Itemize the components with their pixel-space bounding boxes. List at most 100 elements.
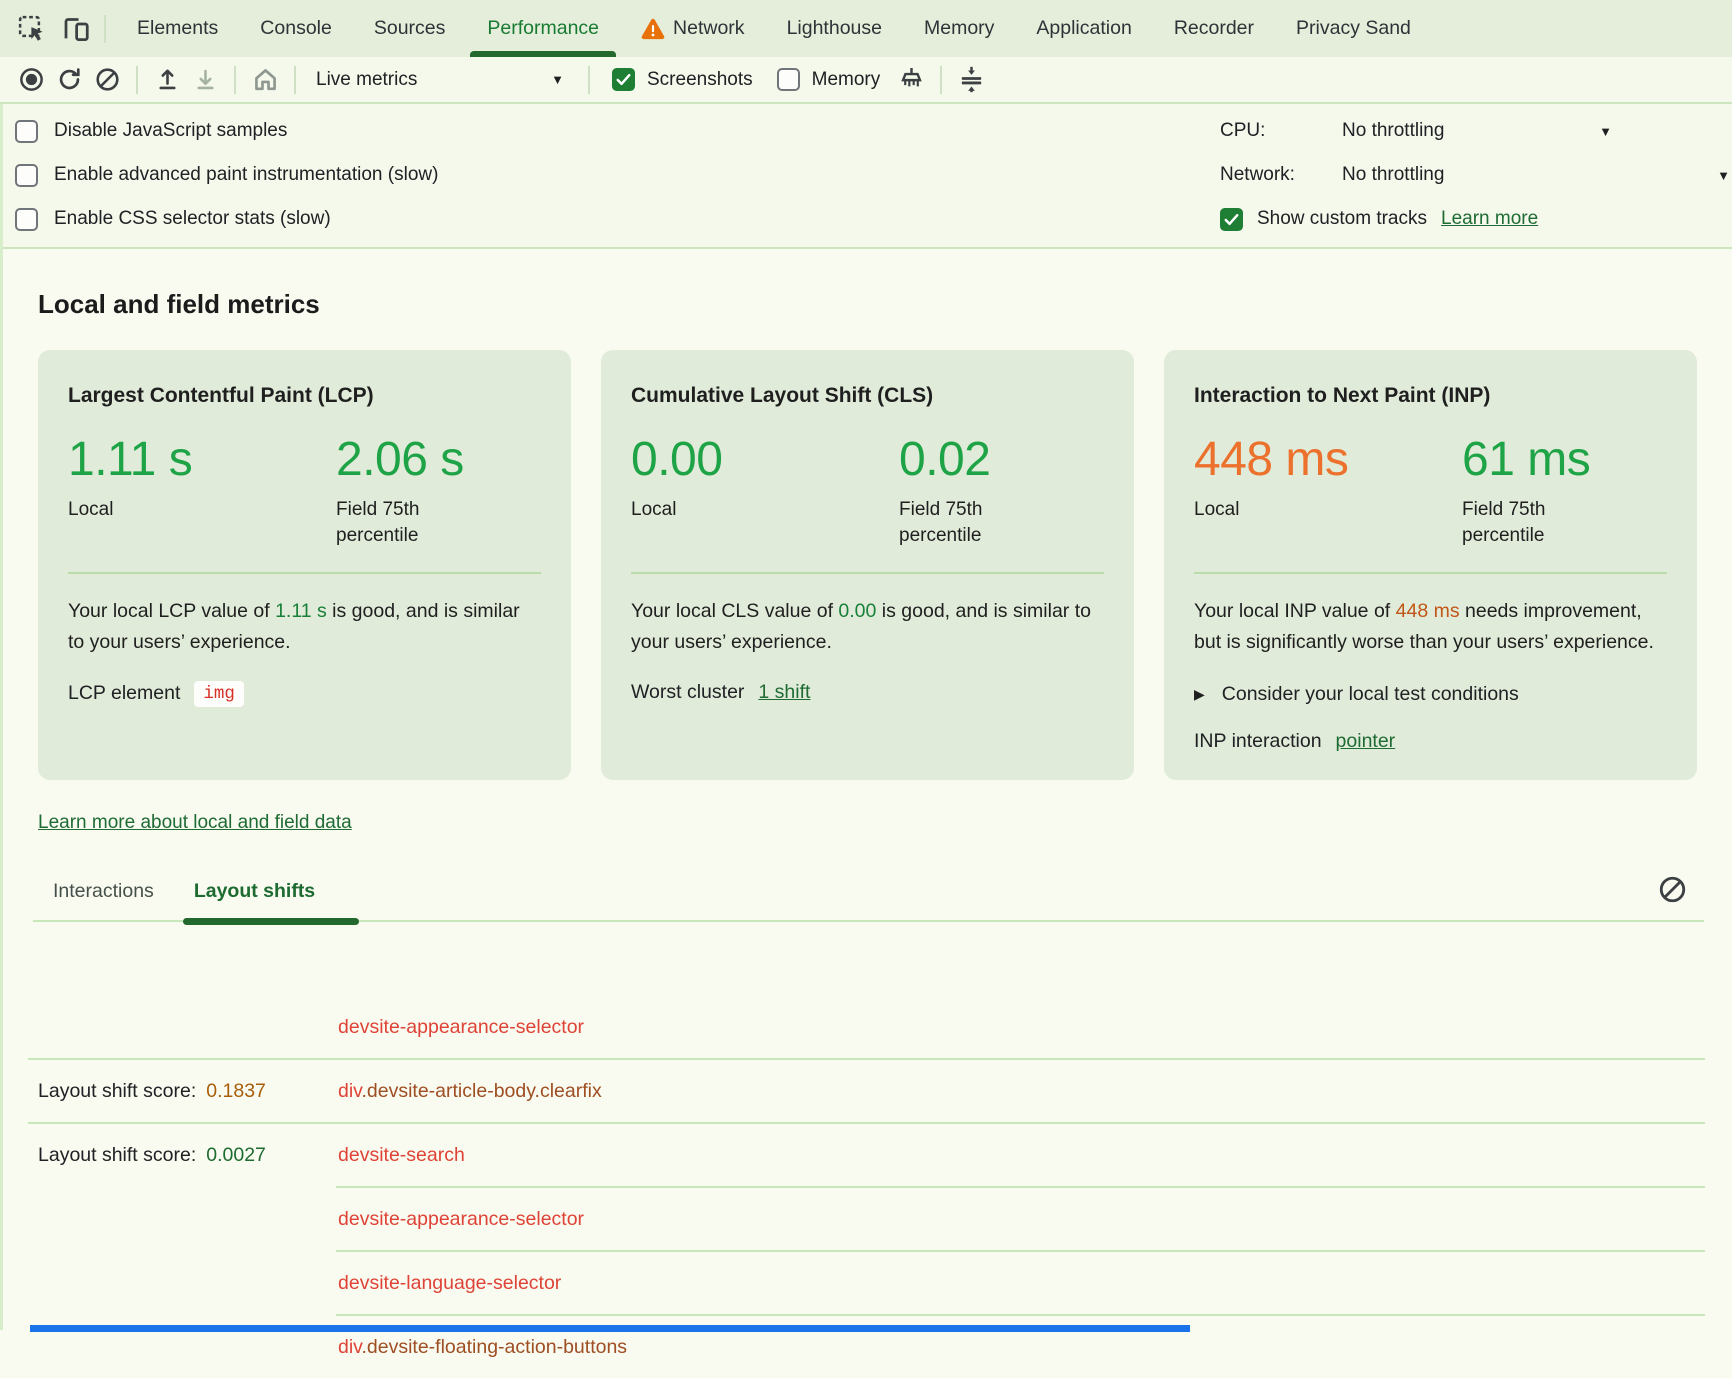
tab-layout-shifts[interactable]: Layout shifts — [193, 880, 316, 902]
lcp-field-value: 2.06 s — [336, 433, 464, 486]
collapse-icon[interactable] — [952, 61, 990, 99]
inp-field-value: 61 ms — [1462, 433, 1591, 486]
garbage-collect-icon[interactable] — [892, 61, 930, 99]
disclosure-triangle-icon: ▶ — [1194, 685, 1205, 702]
learn-more-link[interactable]: Learn more — [1441, 208, 1539, 229]
horizontal-scrollbar-thumb[interactable] — [30, 1325, 1190, 1332]
load-profile-icon[interactable] — [148, 61, 186, 99]
divider — [294, 65, 296, 94]
divider — [68, 572, 541, 575]
tab-application[interactable]: Application — [1036, 17, 1132, 39]
cpu-label: CPU: — [1220, 120, 1266, 141]
tab-lighthouse[interactable]: Lighthouse — [786, 17, 882, 39]
record-icon[interactable] — [12, 61, 50, 99]
layout-shift-row[interactable]: devsite-appearance-selector — [3, 1188, 1732, 1250]
warning-icon — [641, 18, 665, 40]
checkbox-checked-icon[interactable] — [1220, 207, 1243, 231]
lcp-card-title: Largest Contentful Paint (LCP) — [68, 384, 374, 407]
inp-local-value: 448 ms — [1194, 433, 1349, 486]
layout-shift-row[interactable]: Layout shift score: 0.1837 div.devsite-a… — [3, 1060, 1732, 1122]
score-value: 0.0027 — [206, 1143, 266, 1166]
network-throttling-select[interactable]: No throttling — [1342, 164, 1445, 185]
clear-log-icon[interactable] — [1657, 874, 1688, 905]
checkbox-checked-icon — [612, 68, 635, 91]
lcp-element-label: LCP element — [68, 682, 181, 705]
device-toolbar-icon[interactable] — [58, 11, 94, 47]
layout-shift-row[interactable]: devsite-appearance-selector — [3, 996, 1732, 1058]
cls-card: Cumulative Layout Shift (CLS) 0.00 Local… — [601, 350, 1134, 780]
disable-js-samples-checkbox[interactable]: Disable JavaScript samples — [15, 109, 438, 153]
active-tab-underline — [183, 918, 359, 925]
metric-cards: Largest Contentful Paint (LCP) 1.11 s Lo… — [38, 350, 1697, 780]
shift-element-link[interactable]: devsite-language-selector — [338, 1271, 562, 1294]
divider — [940, 65, 943, 94]
score-label: Layout shift score: — [38, 1079, 197, 1102]
divider — [33, 920, 1704, 922]
shift-element-link[interactable]: div.devsite-article-body.clearfix — [338, 1079, 602, 1102]
checkbox-unchecked-icon — [15, 207, 38, 231]
tab-interactions[interactable]: Interactions — [53, 880, 154, 902]
layout-shift-row[interactable]: Layout shift score: 0.0027 devsite-searc… — [3, 1124, 1732, 1186]
advanced-paint-checkbox[interactable]: Enable advanced paint instrumentation (s… — [15, 153, 438, 197]
worst-cluster-label: Worst cluster — [631, 680, 745, 703]
inp-card: Interaction to Next Paint (INP) 448 ms L… — [1164, 350, 1697, 780]
divider — [104, 14, 106, 43]
tab-performance[interactable]: Performance — [466, 0, 620, 57]
save-profile-icon[interactable] — [186, 61, 224, 99]
screenshots-checkbox[interactable]: Screenshots — [600, 68, 765, 91]
checkbox-unchecked-icon — [15, 119, 38, 143]
devtools-tabbar: Elements Console Sources Performance Net… — [0, 0, 1732, 57]
inp-interaction-link[interactable]: pointer — [1335, 729, 1396, 752]
divider — [631, 572, 1104, 575]
clear-icon[interactable] — [88, 61, 126, 99]
layout-shift-row[interactable]: devsite-language-selector — [3, 1252, 1732, 1314]
css-selector-stats-checkbox[interactable]: Enable CSS selector stats (slow) — [15, 197, 438, 241]
history-dropdown[interactable]: Live metrics ▼ — [306, 57, 578, 102]
memory-label: Memory — [811, 68, 881, 90]
divider — [588, 65, 590, 94]
lcp-card: Largest Contentful Paint (LCP) 1.11 s Lo… — [38, 350, 571, 780]
shift-element-link[interactable]: div.devsite-floating-action-buttons — [338, 1335, 628, 1358]
tab-network[interactable]: Network — [620, 0, 766, 57]
chevron-down-icon[interactable]: ▼ — [1599, 123, 1612, 139]
divider — [336, 1314, 1705, 1316]
active-tab-underline — [470, 51, 617, 57]
lcp-element-link[interactable]: img — [194, 680, 244, 707]
tab-privacy-sandbox[interactable]: Privacy Sand — [1296, 17, 1411, 39]
shift-element-link[interactable]: devsite-appearance-selector — [338, 1207, 585, 1230]
local-test-conditions-disclosure[interactable]: ▶ Consider your local test conditions — [1194, 682, 1519, 705]
page-title: Local and field metrics — [38, 289, 320, 319]
cls-local-value: 0.00 — [631, 433, 723, 486]
learn-more-local-field-link[interactable]: Learn more about local and field data — [38, 812, 352, 833]
tab-elements[interactable]: Elements — [137, 17, 219, 39]
memory-checkbox[interactable]: Memory — [765, 68, 893, 91]
score-label: Layout shift score: — [38, 1143, 197, 1166]
inp-interaction-label: INP interaction — [1194, 729, 1322, 752]
tab-memory[interactable]: Memory — [923, 17, 995, 39]
cpu-throttling-select[interactable]: No throttling — [1342, 120, 1445, 141]
network-label: Network: — [1220, 164, 1295, 185]
chevron-down-icon[interactable]: ▼ — [1717, 167, 1730, 183]
divider — [136, 65, 138, 94]
tab-recorder[interactable]: Recorder — [1173, 17, 1255, 39]
logs-panel: Interactions Layout shifts devsite-appea… — [3, 876, 1732, 1378]
shift-element-link[interactable]: devsite-search — [338, 1143, 465, 1166]
reload-record-icon[interactable] — [50, 61, 88, 99]
show-custom-tracks-label: Show custom tracks — [1257, 208, 1427, 229]
tab-sources[interactable]: Sources — [373, 17, 446, 39]
chevron-down-icon: ▼ — [551, 72, 564, 87]
divider — [1194, 572, 1667, 575]
checkbox-unchecked-icon — [15, 163, 38, 187]
tab-console[interactable]: Console — [260, 17, 332, 39]
cls-description: Your local CLS value of 0.00 is good, an… — [631, 600, 1091, 653]
worst-cluster-link[interactable]: 1 shift — [758, 680, 811, 703]
shift-element-link[interactable]: devsite-appearance-selector — [338, 1015, 585, 1038]
checkbox-unchecked-icon — [776, 68, 800, 91]
divider — [234, 65, 236, 94]
home-icon[interactable] — [246, 61, 284, 99]
performance-toolbar: Live metrics ▼ Screenshots Memory — [0, 57, 1732, 104]
performance-panel: Disable JavaScript samples Enable advanc… — [0, 104, 1732, 1358]
inspect-element-icon[interactable] — [14, 11, 50, 47]
divider — [336, 1186, 1705, 1188]
score-value: 0.1837 — [206, 1079, 266, 1102]
